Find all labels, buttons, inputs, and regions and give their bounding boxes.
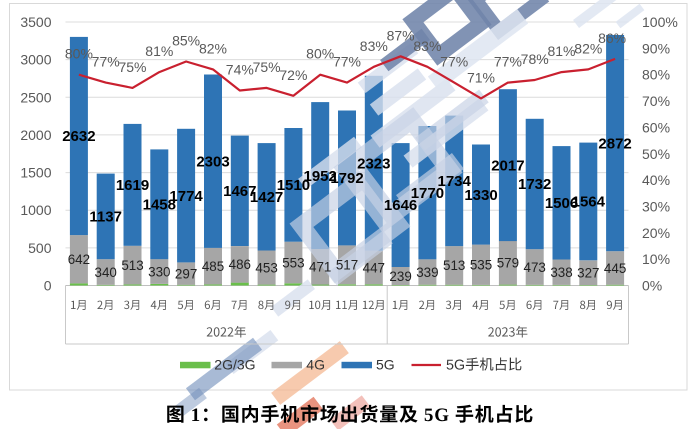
- svg-text:75%: 75%: [118, 59, 146, 75]
- svg-text:1510: 1510: [277, 177, 310, 194]
- svg-text:77%: 77%: [440, 54, 468, 70]
- svg-text:80%: 80%: [306, 46, 334, 62]
- svg-text:1506: 1506: [545, 195, 578, 212]
- svg-text:2500: 2500: [20, 89, 51, 105]
- svg-text:60%: 60%: [642, 119, 670, 135]
- svg-text:40%: 40%: [642, 172, 670, 188]
- svg-text:1500: 1500: [20, 165, 51, 181]
- svg-text:10%: 10%: [642, 251, 670, 267]
- svg-text:77%: 77%: [92, 54, 120, 70]
- svg-text:1564: 1564: [572, 194, 606, 211]
- svg-text:1770: 1770: [411, 185, 444, 202]
- svg-text:100%: 100%: [642, 14, 678, 30]
- svg-text:2000: 2000: [20, 127, 51, 143]
- svg-text:72%: 72%: [279, 67, 307, 83]
- svg-text:1952: 1952: [304, 168, 337, 185]
- svg-text:473: 473: [524, 260, 546, 275]
- svg-text:81%: 81%: [145, 43, 173, 59]
- svg-text:338: 338: [550, 265, 572, 280]
- svg-text:50%: 50%: [642, 146, 670, 162]
- svg-text:70%: 70%: [642, 93, 670, 109]
- svg-text:486: 486: [229, 257, 251, 272]
- svg-text:83%: 83%: [360, 38, 388, 54]
- svg-text:2632: 2632: [62, 128, 95, 145]
- svg-text:535: 535: [470, 258, 492, 273]
- svg-text:2G/3G: 2G/3G: [214, 357, 255, 373]
- svg-text:297: 297: [175, 266, 197, 281]
- svg-text:471: 471: [309, 260, 331, 275]
- svg-text:74%: 74%: [226, 62, 254, 78]
- svg-text:579: 579: [497, 256, 519, 271]
- svg-text:1792: 1792: [330, 170, 363, 187]
- svg-text:340: 340: [95, 265, 117, 280]
- svg-text:3500: 3500: [20, 14, 51, 30]
- svg-text:1467: 1467: [223, 183, 256, 200]
- svg-text:1000: 1000: [20, 202, 51, 218]
- svg-text:30%: 30%: [642, 198, 670, 214]
- svg-text:642: 642: [68, 252, 90, 267]
- svg-text:485: 485: [202, 259, 224, 274]
- svg-text:4G: 4G: [306, 357, 325, 373]
- svg-text:87%: 87%: [387, 27, 415, 43]
- svg-text:75%: 75%: [253, 59, 281, 75]
- svg-text:3000: 3000: [20, 52, 51, 68]
- svg-text:447: 447: [363, 260, 385, 275]
- svg-text:20%: 20%: [642, 225, 670, 241]
- svg-text:1137: 1137: [89, 209, 122, 226]
- svg-text:1619: 1619: [116, 177, 149, 194]
- svg-text:513: 513: [443, 258, 465, 273]
- svg-text:339: 339: [416, 265, 438, 280]
- svg-text:2017: 2017: [491, 157, 524, 174]
- svg-text:453: 453: [255, 260, 277, 275]
- svg-text:1458: 1458: [143, 197, 176, 214]
- svg-text:517: 517: [336, 258, 358, 273]
- svg-text:327: 327: [577, 266, 599, 281]
- svg-text:2303: 2303: [196, 153, 229, 170]
- svg-text:2323: 2323: [357, 155, 390, 172]
- svg-text:5G: 5G: [376, 357, 395, 373]
- svg-text:85%: 85%: [172, 33, 200, 49]
- svg-text:82%: 82%: [574, 40, 602, 56]
- svg-text:86%: 86%: [598, 30, 626, 46]
- svg-text:239: 239: [389, 269, 411, 284]
- svg-text:82%: 82%: [199, 40, 227, 56]
- svg-text:1734: 1734: [438, 173, 472, 190]
- svg-text:1330: 1330: [464, 187, 497, 204]
- svg-text:2872: 2872: [598, 135, 631, 152]
- svg-text:77%: 77%: [494, 54, 522, 70]
- svg-text:78%: 78%: [521, 51, 549, 67]
- svg-text:513: 513: [121, 258, 143, 273]
- svg-text:1774: 1774: [169, 188, 203, 205]
- svg-text:77%: 77%: [333, 54, 361, 70]
- svg-text:1427: 1427: [250, 189, 283, 206]
- svg-text:0%: 0%: [642, 278, 662, 294]
- svg-text:0: 0: [44, 278, 52, 294]
- svg-text:83%: 83%: [413, 38, 441, 54]
- svg-text:1646: 1646: [384, 197, 417, 214]
- svg-text:500: 500: [28, 240, 52, 256]
- svg-text:81%: 81%: [547, 43, 575, 59]
- svg-text:90%: 90%: [642, 40, 670, 56]
- svg-text:80%: 80%: [65, 46, 93, 62]
- svg-text:553: 553: [282, 255, 304, 270]
- svg-text:80%: 80%: [642, 67, 670, 83]
- svg-text:445: 445: [604, 261, 626, 276]
- svg-text:1732: 1732: [518, 176, 551, 193]
- svg-text:71%: 71%: [467, 69, 495, 85]
- svg-text:330: 330: [148, 264, 170, 279]
